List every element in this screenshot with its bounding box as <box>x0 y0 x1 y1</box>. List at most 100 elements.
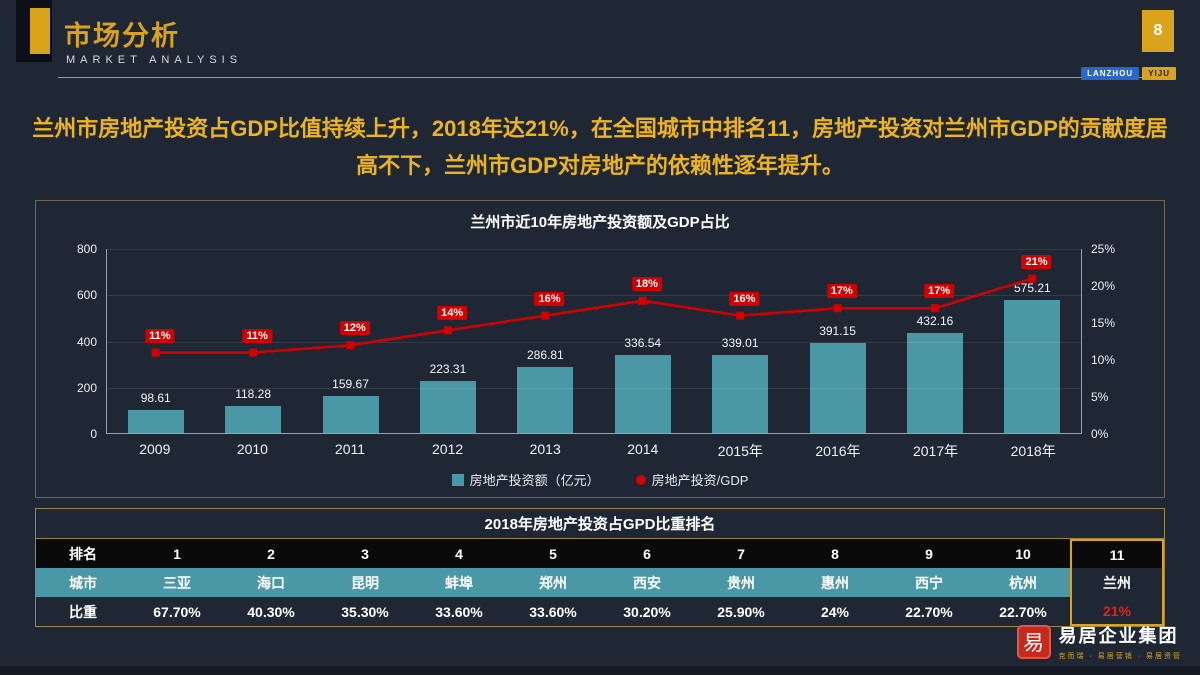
bar-value-label: 118.28 <box>235 386 272 401</box>
table-cell: 西宁 <box>882 568 976 597</box>
table-cell: 22.70% <box>905 603 953 620</box>
bar-legend-swatch-icon <box>451 473 464 486</box>
gridline <box>107 341 1081 343</box>
legend-item-bars: 房地产投资额（亿元） <box>451 470 600 489</box>
line-value-label: 21% <box>1021 254 1052 269</box>
table-cell: 2 <box>224 539 318 568</box>
bar <box>225 405 282 433</box>
chart-title: 兰州市近10年房地产投资额及GDP占比 <box>470 214 730 231</box>
table-cell: 10 <box>976 539 1070 568</box>
line-value-label: 14% <box>437 306 468 321</box>
row-header-cell: 排名 <box>36 539 130 568</box>
right-axis-tick: 20% <box>1091 279 1116 293</box>
row-header-cell: 比重 <box>69 603 97 620</box>
chart-legend: 房地产投资额（亿元） 房地产投资/GDP <box>36 470 1164 489</box>
table-cell: 4 <box>412 539 506 568</box>
table-cell: 40.30% <box>247 603 295 620</box>
line-value-label: 18% <box>631 276 662 291</box>
x-axis-label: 2015年 <box>717 443 763 459</box>
x-axis-label: 2013 <box>529 441 561 457</box>
bar-value-label: 339.01 <box>721 335 759 350</box>
gold-accent-bar <box>30 8 50 54</box>
left-axis-tick: 600 <box>76 288 97 303</box>
gridline <box>107 295 1081 297</box>
table-cell: 22.70% <box>999 603 1047 620</box>
line-value-label: 12% <box>339 321 370 336</box>
bar-value-label: 432.16 <box>916 314 954 329</box>
bar-value-label: 575.21 <box>1014 280 1051 295</box>
company-logo: 易 易居企业集团 克而瑞 · 易居营销 · 易居资管 <box>1016 622 1182 661</box>
company-seal-icon: 易 <box>1016 624 1051 659</box>
bar <box>906 333 963 433</box>
table-cell: 3 <box>318 539 412 568</box>
table-cell: 6 <box>600 539 694 568</box>
brand-chip-yiju: YIJU <box>1142 67 1176 80</box>
gridline <box>107 249 1081 250</box>
table-cell: 兰州 <box>1070 568 1164 597</box>
table-cell: 25.90% <box>717 603 765 620</box>
chart-column: 223.31 14% <box>399 249 496 433</box>
table-cell: 67.70% <box>153 603 201 620</box>
row-header-cell: 城市 <box>36 568 130 597</box>
chart-column: 336.54 18% <box>594 249 691 433</box>
left-axis-tick: 800 <box>76 242 97 256</box>
line-value-label: 17% <box>826 284 857 299</box>
bar-value-label: 98.61 <box>140 391 171 406</box>
right-axis-tick: 5% <box>1091 390 1109 404</box>
left-axis-tick: 200 <box>76 380 97 395</box>
x-axis-labels: 2009 2010 2011 2012 2013 2014 2015年 2016年 2017年 2… <box>106 441 1082 461</box>
table-cell: 杭州 <box>976 568 1070 597</box>
x-axis-label: 2018年 <box>1010 443 1056 459</box>
gridline <box>107 387 1081 389</box>
right-axis-tick: 0% <box>1091 427 1109 441</box>
chart-column: 286.81 16% <box>497 249 594 433</box>
bar-value-label: 336.54 <box>624 336 662 351</box>
table-cell: 33.60% <box>435 603 483 620</box>
page-title: 市场分析 <box>64 21 180 51</box>
bar <box>809 342 866 433</box>
table-cell: 1 <box>130 539 224 568</box>
bar <box>712 354 769 433</box>
x-axis-label: 2012 <box>432 441 464 457</box>
chart-column: 432.16 17% <box>886 249 983 433</box>
right-axis-tick: 15% <box>1091 316 1116 330</box>
table-cell: 三亚 <box>130 568 224 597</box>
table-cell: 24% <box>820 603 850 620</box>
line-value-label: 16% <box>534 291 565 306</box>
table-cell: 21% <box>1070 597 1164 626</box>
table-cell: 郑州 <box>506 568 600 597</box>
line-value-label: 11% <box>145 328 175 343</box>
chart-column: 339.01 16% <box>691 249 788 433</box>
left-axis-tick: 0 <box>90 427 97 441</box>
chart-column: 98.61 11% <box>107 249 204 433</box>
x-axis-label: 2009 <box>139 441 171 457</box>
x-axis-label: 2014 <box>627 441 659 457</box>
gdp-ratio-line <box>151 274 1037 357</box>
x-axis-label: 2016年 <box>815 443 861 459</box>
bar-value-label: 286.81 <box>526 347 564 362</box>
table-cell: 贵州 <box>694 568 788 597</box>
legend-bar-label: 房地产投资额（亿元） <box>469 473 600 488</box>
line-value-label: 17% <box>924 284 955 299</box>
table-cell: 西安 <box>600 568 694 597</box>
plot-columns: 98.61 11% 118.28 11% 159.67 12% 223.31 14% 286.8… <box>107 249 1081 433</box>
table-cell: 9 <box>882 539 976 568</box>
bar <box>419 381 476 433</box>
page-number-badge: 8 <box>1142 10 1174 52</box>
plot-area: 98.61 11% 118.28 11% 159.67 12% 223.31 14% 286.8… <box>77 242 1115 441</box>
company-logo-text-block: 易居企业集团 克而瑞 · 易居营销 · 易居资管 <box>1059 622 1182 661</box>
table-cell: 惠州 <box>788 568 882 597</box>
table-cell: 33.60% <box>529 603 577 620</box>
table-cell: 海口 <box>224 568 318 597</box>
chart-panel: 兰州市近10年房地产投资额及GDP占比 98.61 11% 118.28 11% 159… <box>35 200 1165 498</box>
brand-chips: LANZHOU YIJU <box>1081 67 1176 80</box>
chart-column: 159.67 12% <box>302 249 399 433</box>
table-cell: 5 <box>506 539 600 568</box>
table-cell: 蚌埠 <box>412 568 506 597</box>
left-axis-tick: 400 <box>76 334 97 349</box>
bar-value-label: 223.31 <box>429 362 467 377</box>
ranking-table-panel: 2018年房地产投资占GPD比重排名 排名 1 2 3 4 5 6 7 8 9 10 11 城市 三亚 海口… <box>35 508 1165 627</box>
x-axis-label: 2011 <box>334 441 366 457</box>
page-subtitle: MARKET ANALYSIS <box>66 54 243 66</box>
bar <box>1004 299 1061 433</box>
